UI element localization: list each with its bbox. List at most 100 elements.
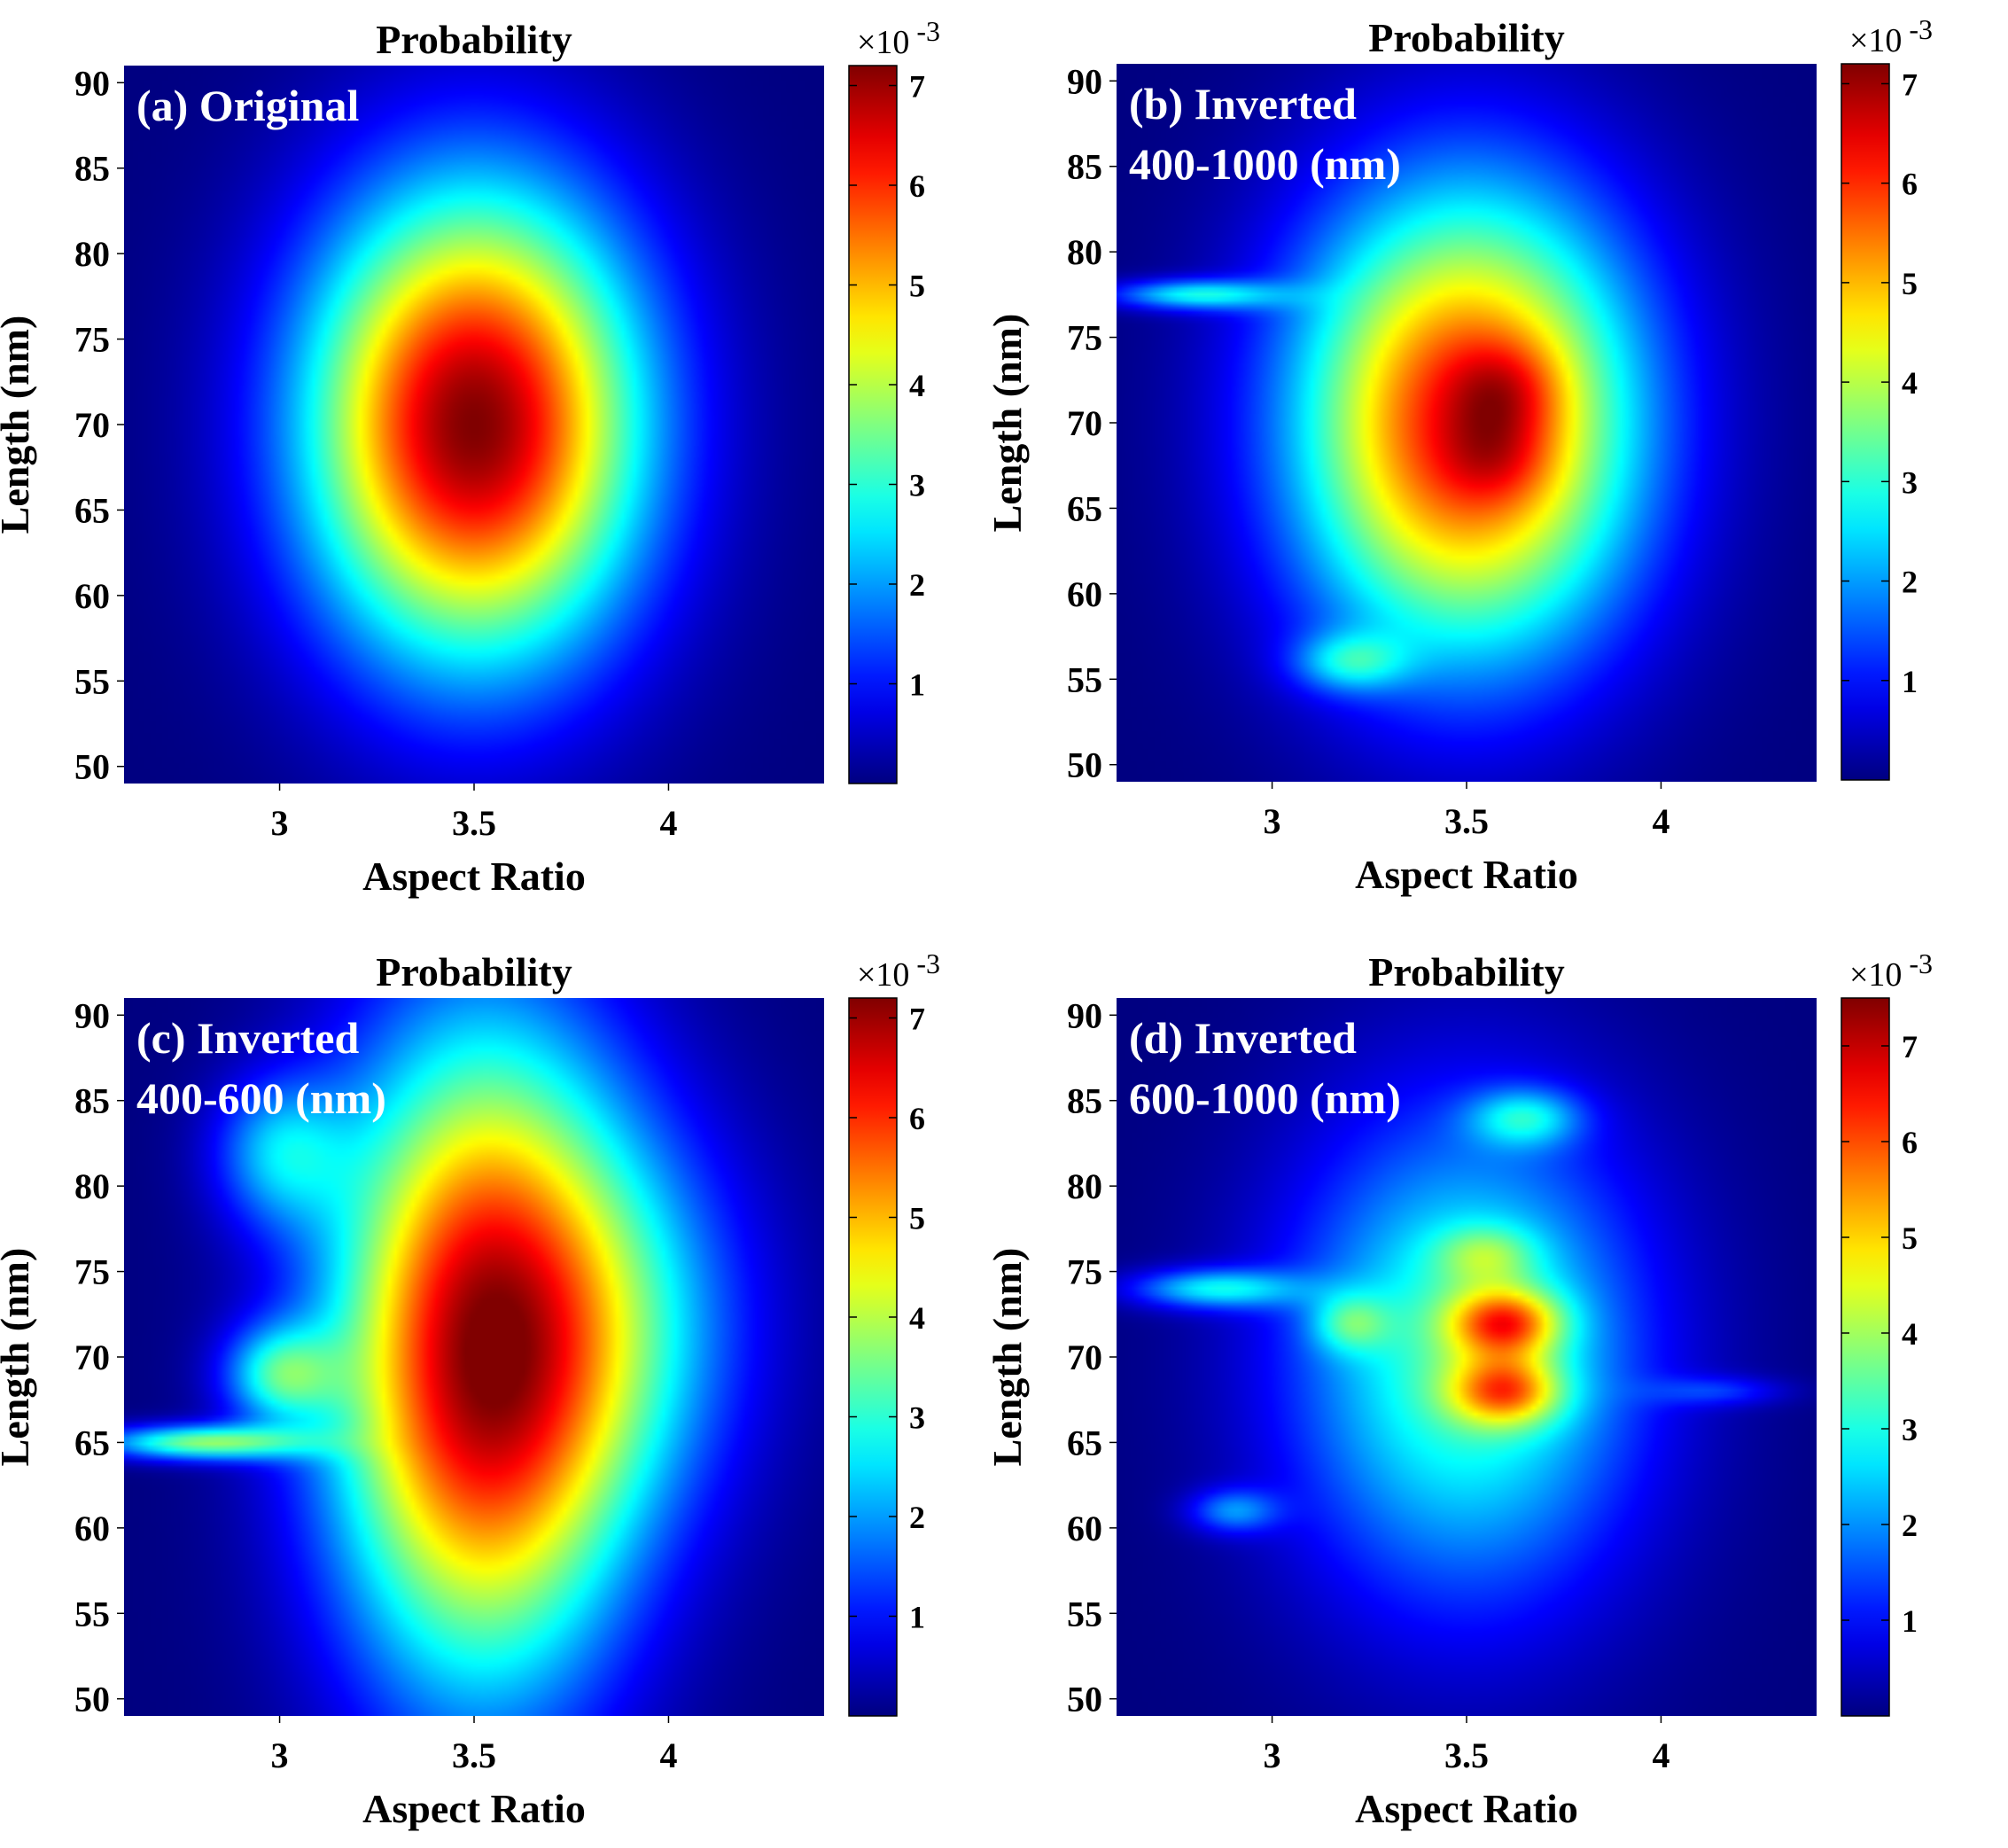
chart-title: Probability — [1368, 949, 1565, 994]
chart-title: Probability — [376, 17, 572, 62]
colorbar-exponent-label: ×10 -3 — [1849, 13, 1933, 59]
colorbar-tick-label: 6 — [909, 168, 925, 204]
y-tick-label: 80 — [74, 234, 110, 274]
colorbar-tick-label: 7 — [909, 1002, 925, 1037]
panel-label-range: 400-1000 (nm) — [1129, 139, 1401, 189]
colorbar-tick-label: 4 — [909, 368, 925, 403]
panel-d: 1 2 3 4 5 6 7 ×10 -3 3 3.5 4 50 55 60 65 70 75 80 85 90 Prob… — [985, 947, 1933, 1831]
colorbar-tick-label: 3 — [909, 468, 925, 503]
colorbar-tick-label: 2 — [1902, 1508, 1918, 1543]
y-tick-label: 80 — [74, 1166, 110, 1206]
y-tick-label: 55 — [1067, 1594, 1102, 1634]
x-tick-label: 3 — [1264, 1735, 1281, 1775]
y-tick-label: 85 — [1067, 1081, 1102, 1121]
colorbar-tick-label: 1 — [909, 1600, 925, 1635]
x-tick-label: 3 — [1264, 801, 1281, 841]
colorbar-tick-label: 4 — [1902, 1316, 1918, 1352]
x-tick-label: 4 — [1652, 801, 1669, 841]
y-tick-label: 65 — [74, 490, 110, 530]
y-axis-label: Length (nm) — [0, 1248, 37, 1467]
panel-label: (a) Original — [136, 81, 359, 130]
heatmap — [1117, 998, 1817, 1716]
colorbar-tick-label: 2 — [909, 567, 925, 603]
heatmap — [124, 998, 824, 1716]
colorbar-tick-label: 5 — [1902, 1220, 1918, 1256]
colorbar-tick-label: 6 — [1902, 1125, 1918, 1160]
x-tick-label: 3.5 — [1444, 1735, 1489, 1775]
y-tick-label: 55 — [74, 1594, 110, 1634]
y-axis-label: Length (nm) — [985, 314, 1030, 533]
y-tick-label: 75 — [74, 320, 110, 360]
colorbar-tick-label: 1 — [1902, 664, 1918, 699]
panel-a: 1 2 3 4 5 6 7 ×10 -3 3 3.5 4 50 55 60 65 70 75 80 85 90 Prob… — [0, 15, 940, 899]
colorbar — [848, 65, 898, 784]
colorbar-tick-label: 3 — [909, 1400, 925, 1436]
colorbar-tick-label: 4 — [1902, 365, 1918, 401]
y-tick-label: 85 — [74, 149, 110, 189]
y-tick-label: 65 — [1067, 488, 1102, 528]
x-tick-label: 3 — [271, 803, 289, 843]
colorbar-tick-label: 7 — [909, 69, 925, 105]
colorbar-exponent-label: ×10 -3 — [857, 15, 940, 61]
colorbar-tick-label: 2 — [909, 1500, 925, 1535]
colorbar-tick-label: 3 — [1902, 1412, 1918, 1447]
colorbar-tick-label: 5 — [909, 1201, 925, 1236]
x-axis-label: Aspect Ratio — [362, 854, 586, 899]
colorbar-tick-label: 1 — [909, 667, 925, 703]
colorbar-tick-label: 3 — [1902, 464, 1918, 500]
y-tick-label: 70 — [74, 1337, 110, 1377]
y-tick-label: 90 — [74, 63, 110, 103]
x-tick-label: 3 — [271, 1735, 289, 1775]
x-axis-label: Aspect Ratio — [1355, 852, 1578, 897]
y-tick-label: 50 — [74, 1680, 110, 1719]
x-tick-label: 4 — [659, 1735, 677, 1775]
x-tick-label: 3.5 — [1444, 801, 1489, 841]
chart-title: Probability — [376, 949, 572, 994]
x-tick-label: 4 — [1652, 1735, 1669, 1775]
colorbar-tick-label: 5 — [1902, 266, 1918, 301]
y-tick-label: 85 — [74, 1081, 110, 1121]
y-tick-label: 80 — [1067, 232, 1102, 272]
colorbar-tick-label: 5 — [909, 269, 925, 304]
x-tick-label: 3.5 — [452, 1735, 496, 1775]
colorbar-exponent-label: ×10 -3 — [1849, 947, 1933, 994]
y-tick-label: 90 — [1067, 995, 1102, 1035]
heatmap — [124, 66, 824, 784]
y-tick-label: 50 — [1067, 1680, 1102, 1719]
y-tick-label: 80 — [1067, 1166, 1102, 1206]
y-tick-label: 90 — [1067, 61, 1102, 101]
y-tick-label: 55 — [1067, 659, 1102, 699]
y-tick-label: 60 — [74, 576, 110, 616]
x-axis-label: Aspect Ratio — [1355, 1786, 1578, 1831]
panel-label-range: 400-600 (nm) — [136, 1073, 386, 1123]
x-axis-label: Aspect Ratio — [362, 1786, 586, 1831]
y-axis-label: Length (nm) — [985, 1248, 1030, 1467]
y-axis-label: Length (nm) — [0, 316, 37, 534]
y-tick-label: 70 — [1067, 1337, 1102, 1377]
y-tick-label: 70 — [1067, 403, 1102, 443]
panel-label: (b) Inverted — [1129, 79, 1357, 129]
y-tick-label: 70 — [74, 405, 110, 445]
colorbar-tick-label: 7 — [1902, 66, 1918, 102]
colorbar-tick-label: 4 — [909, 1300, 925, 1336]
y-tick-label: 50 — [1067, 745, 1102, 785]
colorbar-tick-label: 2 — [1902, 565, 1918, 600]
y-tick-label: 90 — [74, 995, 110, 1035]
y-tick-label: 50 — [74, 747, 110, 787]
panel-b: 1 2 3 4 5 6 7 ×10 -3 3 3.5 4 50 55 60 65 70 75 80 85 90 Prob… — [985, 13, 1933, 897]
colorbar-tick-label: 7 — [1902, 1029, 1918, 1064]
colorbar-tick-label: 6 — [1902, 167, 1918, 202]
y-tick-label: 85 — [1067, 147, 1102, 187]
x-tick-label: 3.5 — [452, 803, 496, 843]
panel-label: (d) Inverted — [1129, 1013, 1357, 1063]
chart-title: Probability — [1368, 15, 1565, 60]
y-tick-label: 75 — [1067, 318, 1102, 358]
heatmap — [1117, 64, 1817, 782]
y-tick-label: 75 — [1067, 1252, 1102, 1292]
x-tick-label: 4 — [659, 803, 677, 843]
colorbar — [848, 997, 898, 1717]
colorbar-tick-label: 1 — [1902, 1603, 1918, 1639]
panel-label: (c) Inverted — [136, 1013, 359, 1063]
colorbar — [1841, 63, 1890, 781]
colorbar-tick-label: 6 — [909, 1101, 925, 1136]
